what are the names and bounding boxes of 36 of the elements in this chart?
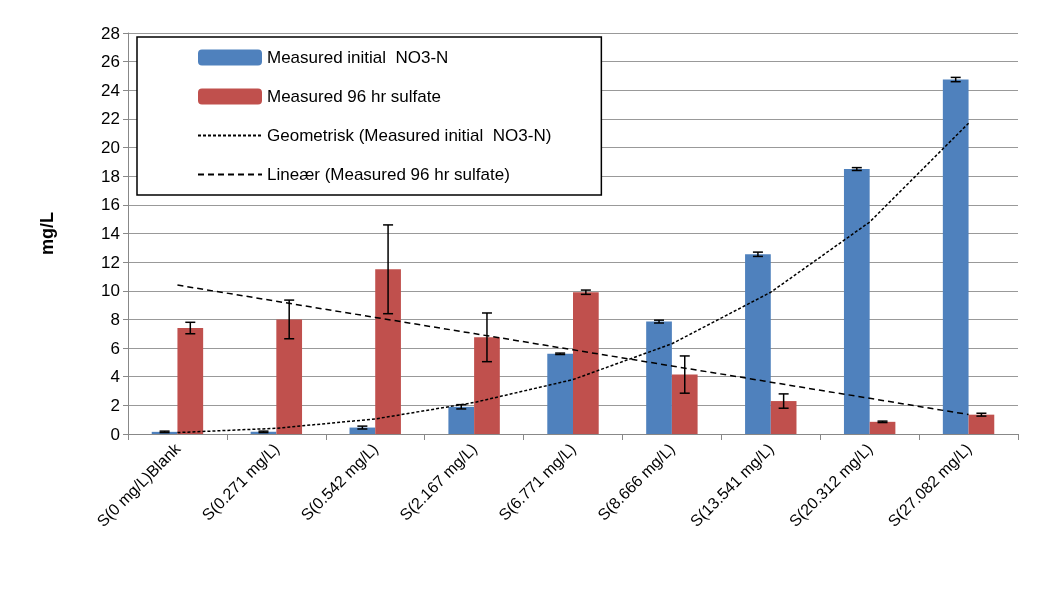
y-axis-title: mg/L [37, 212, 57, 255]
y-tick-label: 0 [110, 424, 120, 444]
bar [646, 321, 672, 434]
legend-label: Measured 96 hr sulfate [267, 87, 441, 106]
legend-label: Lineær (Measured 96 hr sulfate) [267, 165, 510, 184]
legend-label: Geometrisk (Measured initial NO3-N) [267, 126, 552, 145]
bar [276, 319, 303, 434]
y-tick-label: 12 [101, 252, 120, 272]
bar [942, 79, 969, 434]
bar [448, 406, 475, 434]
y-tick-label: 4 [110, 367, 120, 387]
bar [547, 353, 573, 434]
y-tick-label: 22 [101, 109, 120, 129]
y-tick-label: 2 [110, 395, 120, 415]
y-tick-label: 8 [110, 309, 120, 329]
bar [869, 421, 896, 434]
bar [375, 269, 401, 434]
y-tick-label: 24 [101, 80, 120, 100]
legend-label: Measured initial NO3-N [267, 48, 449, 67]
bar [843, 169, 870, 434]
y-tick-label: 18 [101, 166, 120, 186]
bar [474, 337, 500, 434]
bar [745, 254, 771, 434]
y-tick-label: 20 [101, 138, 120, 158]
y-tick-label: 14 [101, 224, 120, 243]
y-tick-label: 26 [101, 52, 120, 72]
y-tick-label: 10 [101, 281, 120, 301]
bar [573, 292, 599, 434]
bar [968, 414, 995, 434]
bar [671, 374, 698, 434]
y-tick-label: 6 [110, 338, 120, 358]
bar [177, 328, 204, 434]
y-tick-label: 16 [101, 195, 120, 215]
bar [770, 401, 797, 434]
line-series [176, 122, 970, 434]
y-tick-label: 28 [101, 23, 120, 43]
